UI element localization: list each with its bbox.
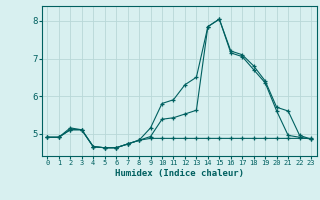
X-axis label: Humidex (Indice chaleur): Humidex (Indice chaleur) bbox=[115, 169, 244, 178]
